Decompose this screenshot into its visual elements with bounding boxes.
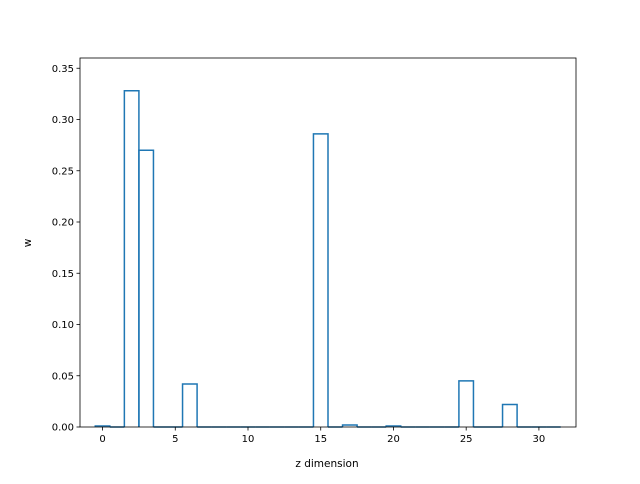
x-tick-label: 15 — [314, 434, 327, 445]
x-tick-label: 10 — [242, 434, 255, 445]
bar — [312, 133, 329, 427]
y-tick-label: 0.10 — [52, 320, 74, 331]
plot-frame — [79, 57, 577, 428]
bar — [123, 90, 140, 427]
axes-layer: 0 5 10 15 20 25 30 0.00 0.05 0.10 0.15 0.20 0.25 0.30… — [52, 57, 577, 445]
y-tick-label: 0.00 — [52, 423, 74, 434]
bar — [458, 380, 475, 427]
x-axis-label: z dimension — [295, 458, 358, 470]
y-tick-label: 0.05 — [52, 371, 74, 382]
y-tick-label: 0.15 — [52, 269, 74, 280]
bar — [501, 403, 518, 427]
bar — [181, 383, 198, 427]
x-tick-label: 30 — [533, 434, 546, 445]
y-axis-label: w — [22, 238, 34, 247]
bar — [385, 425, 402, 427]
bar — [138, 149, 155, 427]
x-tick-label: 25 — [460, 434, 473, 445]
bar — [94, 425, 111, 427]
y-tick-label: 0.20 — [52, 218, 74, 229]
bar — [341, 424, 358, 427]
x-tick-label: 0 — [99, 434, 105, 445]
labels-layer: z dimension w — [22, 238, 359, 470]
x-tick-label: 5 — [172, 434, 178, 445]
y-tick-label: 0.30 — [52, 115, 74, 126]
bars-layer — [94, 90, 561, 428]
y-tick-label: 0.25 — [52, 166, 74, 177]
y-tick-label: 0.35 — [52, 64, 74, 75]
x-tick-label: 20 — [387, 434, 400, 445]
